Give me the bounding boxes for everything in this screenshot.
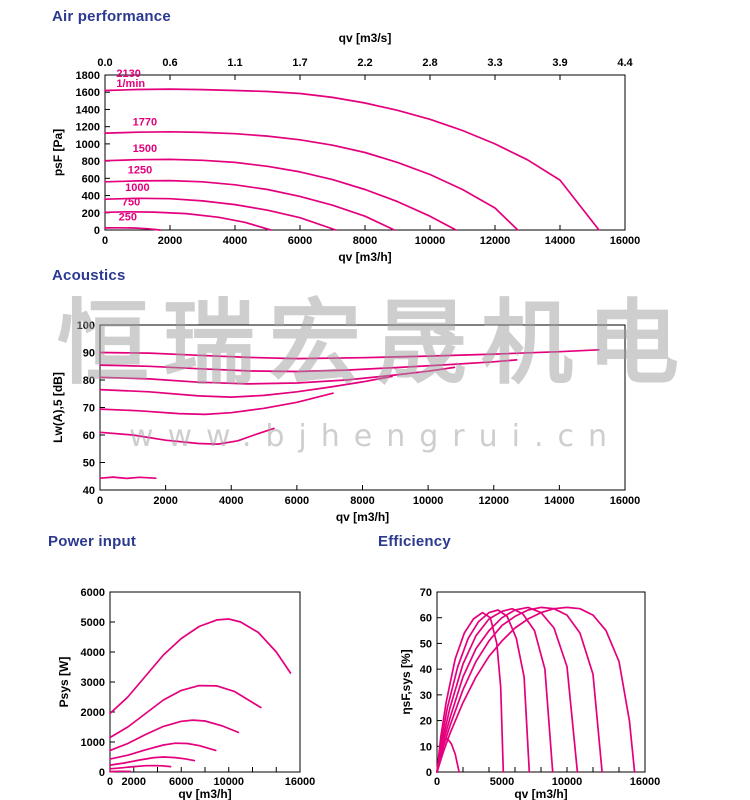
svg-text:qv [m3/s]: qv [m3/s]	[339, 31, 392, 45]
svg-text:6000: 6000	[285, 495, 309, 507]
svg-text:0: 0	[94, 225, 100, 237]
svg-text:80: 80	[83, 375, 95, 387]
power-input-chart: 0 2000 6000 10000 16000 0 1000 2000 3000 4000 5000…	[57, 587, 316, 800]
svg-text:Psys [W]: Psys [W]	[57, 657, 71, 708]
svg-text:0: 0	[426, 767, 432, 779]
svg-text:0: 0	[102, 235, 108, 247]
svg-text:1/min: 1/min	[116, 78, 145, 90]
svg-text:qv [m3/h]: qv [m3/h]	[178, 787, 231, 800]
svg-text:40: 40	[83, 485, 95, 497]
svg-text:4.4: 4.4	[617, 57, 633, 69]
svg-text:100: 100	[77, 320, 95, 332]
svg-text:14000: 14000	[545, 235, 576, 247]
svg-text:1770: 1770	[133, 116, 157, 128]
svg-text:1000: 1000	[76, 139, 100, 151]
svg-text:0: 0	[97, 495, 103, 507]
svg-text:1400: 1400	[76, 104, 100, 116]
svg-text:qv [m3/h]: qv [m3/h]	[514, 787, 567, 800]
svg-text:10: 10	[420, 741, 432, 753]
svg-text:3.3: 3.3	[487, 57, 502, 69]
svg-text:3.9: 3.9	[552, 57, 567, 69]
svg-text:10000: 10000	[552, 776, 583, 788]
svg-text:30: 30	[420, 690, 432, 702]
svg-text:1250: 1250	[128, 165, 152, 177]
svg-text:1600: 1600	[76, 87, 100, 99]
svg-text:70: 70	[83, 403, 95, 415]
svg-text:1.1: 1.1	[227, 57, 242, 69]
acoustics-chart: 0 2000 4000 6000 8000 10000 12000 14000 16000 40 5…	[51, 320, 641, 524]
svg-text:6000: 6000	[169, 776, 193, 788]
svg-text:Lw(A),5 [dB]: Lw(A),5 [dB]	[51, 372, 65, 443]
svg-text:qv [m3/h]: qv [m3/h]	[338, 250, 391, 264]
svg-text:0.0: 0.0	[97, 57, 112, 69]
svg-text:2000: 2000	[81, 707, 105, 719]
svg-text:50: 50	[420, 638, 432, 650]
svg-text:8000: 8000	[350, 495, 374, 507]
svg-text:60: 60	[420, 613, 432, 625]
svg-text:4000: 4000	[223, 235, 247, 247]
svg-text:70: 70	[420, 587, 432, 599]
svg-text:800: 800	[82, 156, 100, 168]
svg-text:10000: 10000	[415, 235, 446, 247]
svg-text:psF [Pa]: psF [Pa]	[51, 129, 65, 176]
svg-text:1.7: 1.7	[292, 57, 307, 69]
svg-text:0: 0	[107, 776, 113, 788]
svg-text:2000: 2000	[153, 495, 177, 507]
svg-text:10000: 10000	[213, 776, 244, 788]
svg-text:60: 60	[83, 430, 95, 442]
svg-text:ηsF,sys [%]: ηsF,sys [%]	[399, 649, 413, 714]
svg-text:6000: 6000	[288, 235, 312, 247]
svg-text:2130: 2130	[116, 68, 140, 80]
svg-text:1000: 1000	[125, 182, 149, 194]
air-performance-chart: 0 2000 4000 6000 8000 10000 12000 14000 16000 0 20…	[51, 31, 641, 264]
svg-text:250: 250	[119, 212, 137, 224]
svg-text:5000: 5000	[490, 776, 514, 788]
section-title-air-performance: Air performance	[52, 8, 171, 25]
svg-text:1500: 1500	[133, 143, 157, 155]
svg-text:4000: 4000	[81, 647, 105, 659]
svg-text:12000: 12000	[480, 235, 511, 247]
section-title-efficiency: Efficiency	[378, 533, 451, 550]
efficiency-chart: 0 5000 10000 16000 0 10 20 30 40 50 60 70 qv [m3/h] η…	[399, 587, 661, 800]
svg-text:0: 0	[99, 767, 105, 779]
svg-text:2000: 2000	[158, 235, 182, 247]
svg-text:8000: 8000	[353, 235, 377, 247]
svg-text:600: 600	[82, 173, 100, 185]
svg-text:1800: 1800	[76, 70, 100, 82]
svg-text:10000: 10000	[413, 495, 444, 507]
svg-text:16000: 16000	[610, 235, 641, 247]
svg-text:16000: 16000	[610, 495, 641, 507]
svg-text:50: 50	[83, 458, 95, 470]
svg-text:90: 90	[83, 348, 95, 360]
svg-text:4000: 4000	[219, 495, 243, 507]
svg-text:2.2: 2.2	[357, 57, 372, 69]
svg-text:16000: 16000	[285, 776, 316, 788]
section-title-power-input: Power input	[48, 533, 137, 550]
section-title-acoustics: Acoustics	[52, 267, 126, 284]
svg-text:200: 200	[82, 208, 100, 220]
svg-text:0: 0	[434, 776, 440, 788]
svg-text:20: 20	[420, 716, 432, 728]
svg-text:2.8: 2.8	[422, 57, 437, 69]
svg-text:40: 40	[420, 664, 432, 676]
svg-text:qv [m3/h]: qv [m3/h]	[336, 510, 389, 524]
svg-text:750: 750	[122, 196, 140, 208]
svg-text:0.6: 0.6	[162, 57, 177, 69]
svg-text:6000: 6000	[81, 587, 105, 599]
svg-text:16000: 16000	[630, 776, 661, 788]
svg-text:14000: 14000	[544, 495, 575, 507]
svg-text:1000: 1000	[81, 737, 105, 749]
svg-text:12000: 12000	[478, 495, 509, 507]
svg-text:2000: 2000	[122, 776, 146, 788]
svg-text:5000: 5000	[81, 617, 105, 629]
svg-text:1200: 1200	[76, 122, 100, 134]
svg-text:3000: 3000	[81, 677, 105, 689]
svg-text:400: 400	[82, 191, 100, 203]
